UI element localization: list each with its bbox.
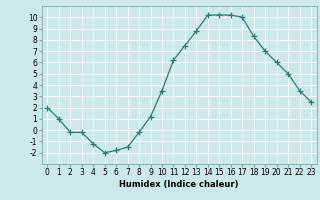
X-axis label: Humidex (Indice chaleur): Humidex (Indice chaleur) (119, 180, 239, 189)
